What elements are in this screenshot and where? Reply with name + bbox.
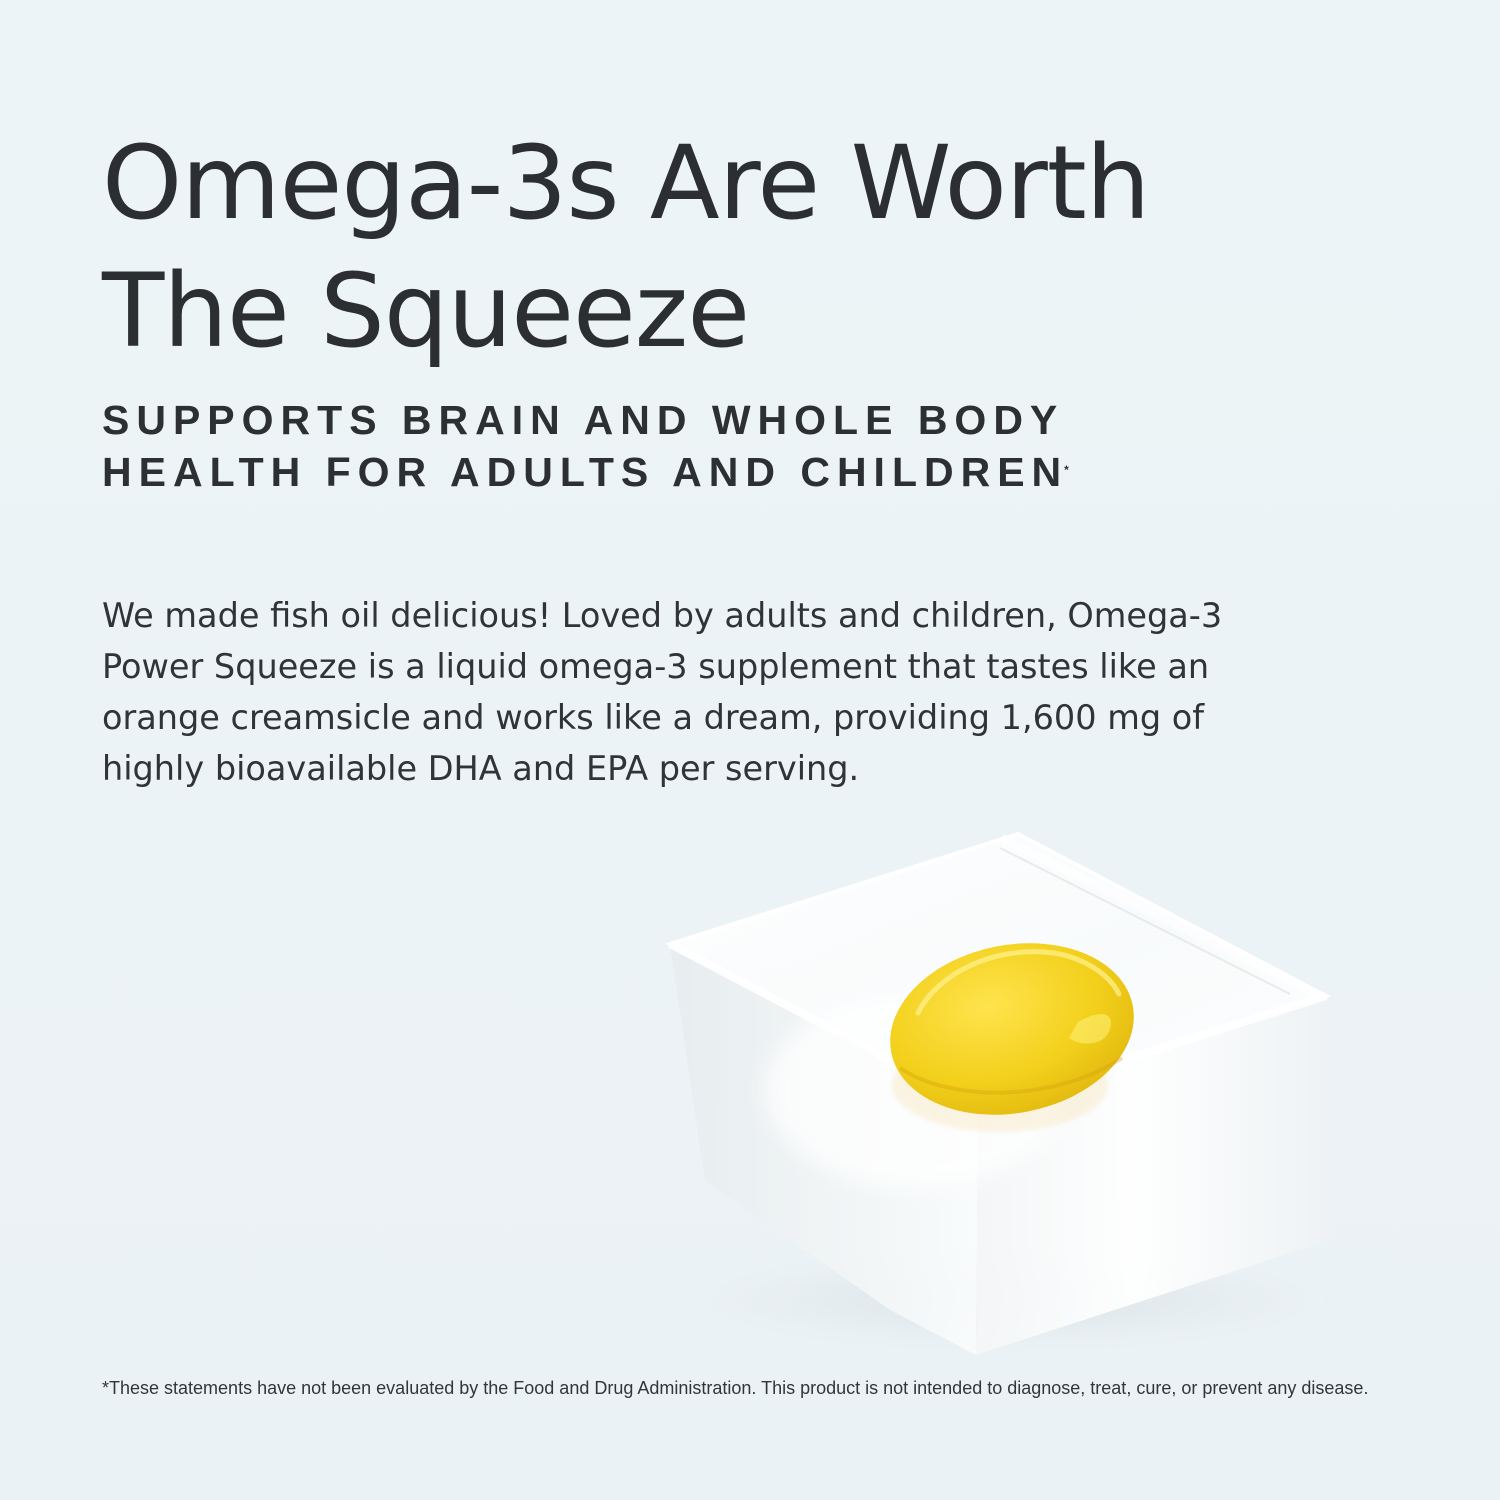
benefit-subtitle: SUPPORTS BRAIN AND WHOLE BODY HEALTH FOR… [102, 394, 1282, 498]
benefit-subtitle-text: SUPPORTS BRAIN AND WHOLE BODY HEALTH FOR… [102, 397, 1069, 495]
drop-top-highlight [915, 949, 1122, 1016]
fda-disclaimer: *These statements have not been evaluate… [102, 1378, 1369, 1398]
fish-oil-drop [890, 943, 1134, 1115]
asterisk-marker: * [1064, 463, 1069, 477]
drop-bottom-rim [898, 1056, 1124, 1095]
block-inner-edge [999, 847, 1291, 995]
fish-oil-drop-on-clear-block-icon [610, 800, 1370, 1360]
drop-side-highlight [1069, 1014, 1111, 1044]
product-description: We made fish oil delicious! Loved by adu… [102, 596, 1223, 788]
block-back-edge-highlight [1000, 833, 1327, 1003]
page-title: Omega-3s Are Worth The Squeeze [102, 124, 1150, 371]
product-image-graphic [664, 831, 1332, 1355]
